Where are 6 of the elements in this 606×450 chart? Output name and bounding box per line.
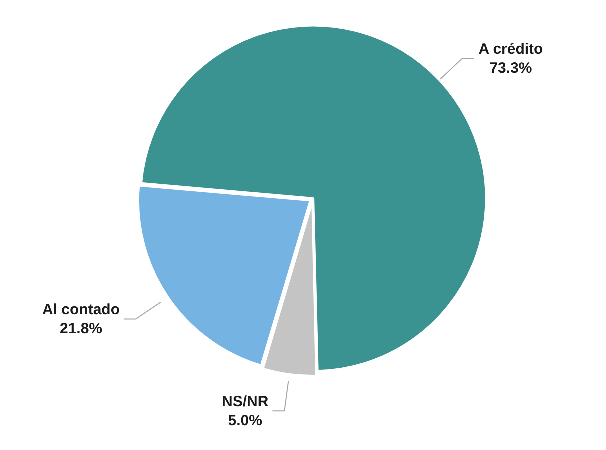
data-label: 73.3% (490, 60, 532, 77)
data-label: 21.8% (60, 320, 103, 338)
data-label: 5.0% (228, 412, 262, 430)
slice-label: NS/NR (222, 393, 269, 410)
slice-label: A crédito (478, 40, 544, 58)
slice-label: Al contado (42, 301, 120, 318)
